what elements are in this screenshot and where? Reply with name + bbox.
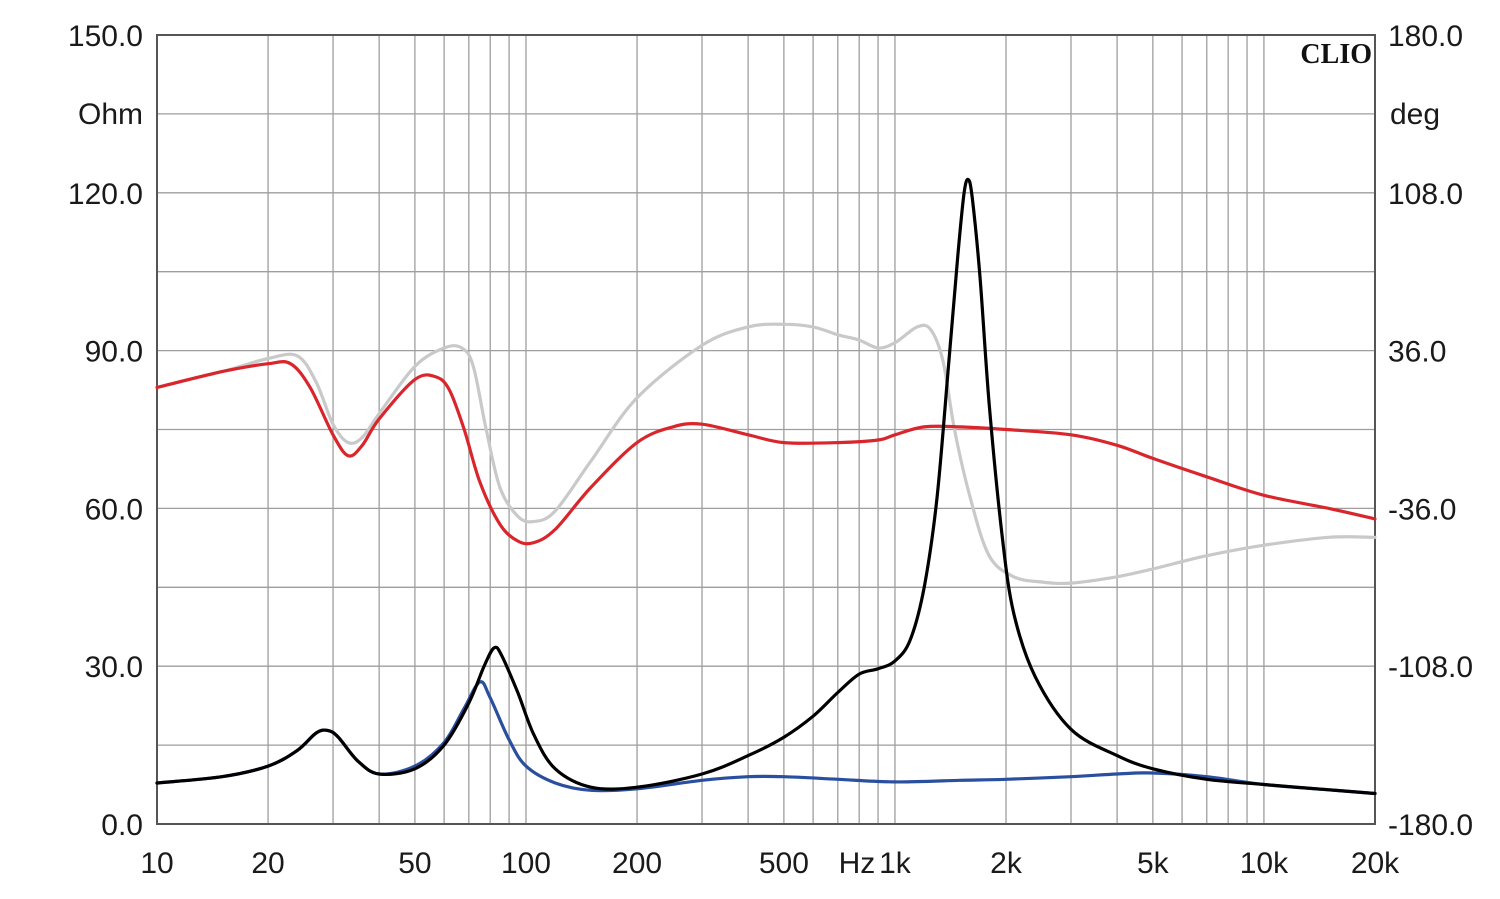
y-left-tick-label: 150.0 [68, 20, 143, 53]
plot-frame [156, 34, 1376, 825]
y-left-tick-label: 60.0 [85, 493, 143, 526]
y-left-tick-label: 120.0 [68, 178, 143, 211]
right-axis-unit: deg [1390, 98, 1440, 131]
y-left-tick-label: 0.0 [101, 809, 143, 842]
y-left-tick-label: 90.0 [85, 336, 143, 369]
x-tick-label: 5k [1137, 847, 1170, 880]
grid-lines [157, 35, 1375, 824]
x-tick-label: 20k [1351, 847, 1400, 880]
x-tick-label: 10k [1240, 847, 1289, 880]
y-right-tick-label: 180.0 [1388, 20, 1463, 53]
series-line-4 [155, 177, 1377, 796]
y-right-tick-label: 36.0 [1388, 336, 1446, 369]
x-tick-label: 20 [251, 847, 284, 880]
y-right-tick-label: 108.0 [1388, 178, 1463, 211]
y-right-tick-label: -108.0 [1388, 651, 1473, 684]
clio-logo: CLIO [1300, 39, 1372, 70]
x-tick-label: 10 [140, 847, 173, 880]
axis-labels: 10 20 50 100 200 500 1k 2k 5k 10k 20k Hz 0.0 30.0 60.0… [68, 20, 1473, 880]
series-layer [155, 177, 1377, 796]
x-tick-label: 2k [990, 847, 1023, 880]
left-axis-unit: Ohm [78, 98, 143, 131]
series-line-1 [155, 322, 1377, 586]
x-tick-label: 1k [879, 847, 912, 880]
x-tick-label: 200 [612, 847, 662, 880]
y-left-tick-label: 30.0 [85, 651, 143, 684]
y-right-tick-label: -180.0 [1388, 809, 1473, 842]
x-tick-label: 100 [501, 847, 551, 880]
x-tick-label: 500 [759, 847, 809, 880]
series-line-2 [155, 360, 1377, 546]
x-unit-label: Hz [839, 847, 876, 880]
y-right-tick-label: -36.0 [1388, 493, 1456, 526]
x-tick-label: 50 [398, 847, 431, 880]
